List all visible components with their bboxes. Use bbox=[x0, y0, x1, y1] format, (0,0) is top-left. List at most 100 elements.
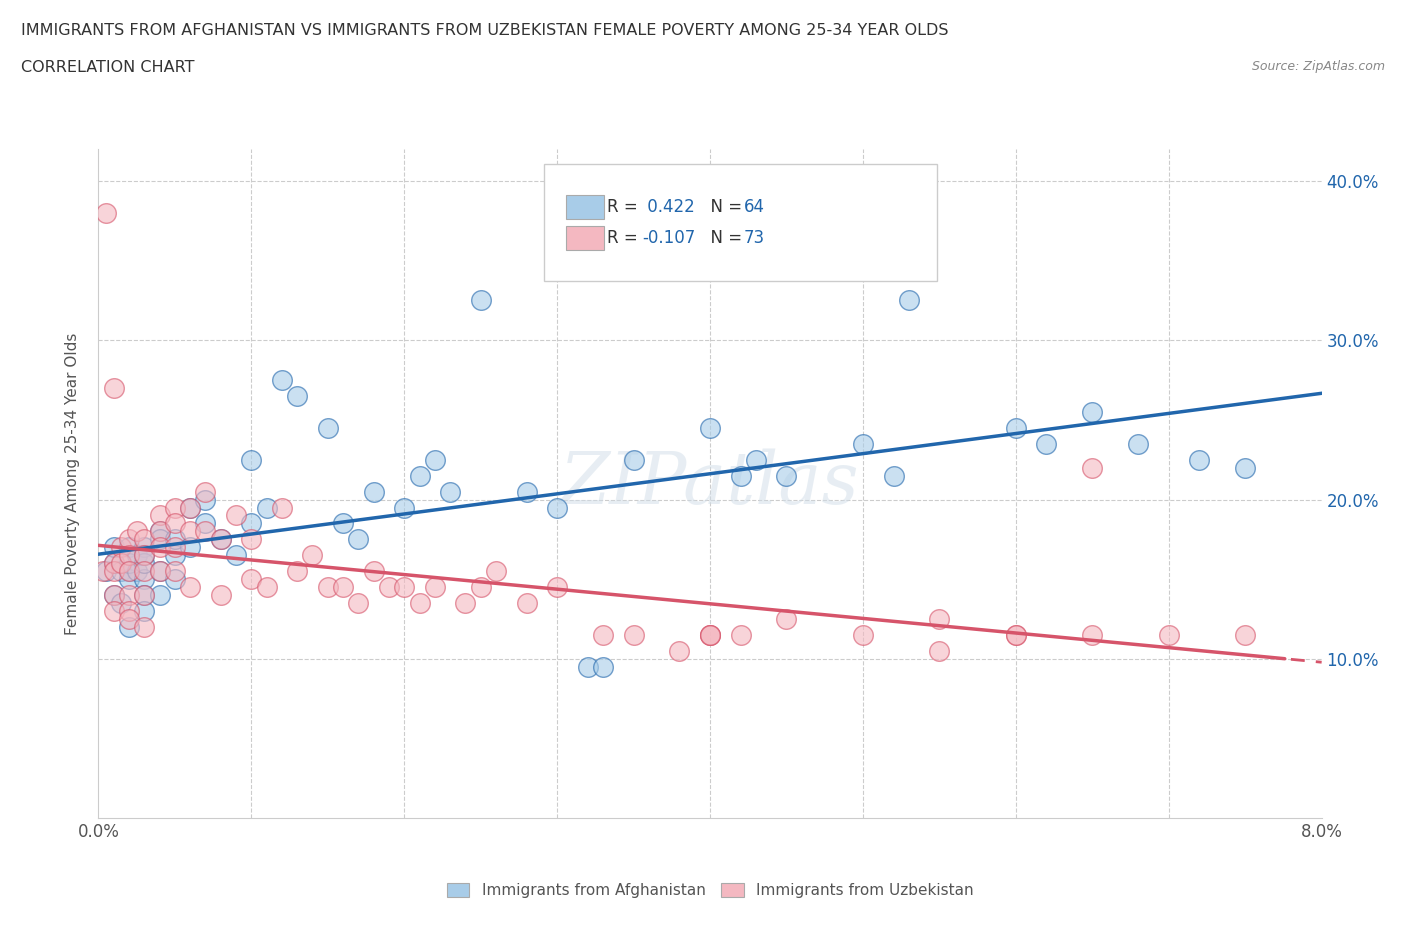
Point bbox=[103, 564, 125, 578]
Point bbox=[1081, 405, 1104, 419]
Point bbox=[852, 628, 875, 643]
Text: IMMIGRANTS FROM AFGHANISTAN VS IMMIGRANTS FROM UZBEKISTAN FEMALE POVERTY AMONG 2: IMMIGRANTS FROM AFGHANISTAN VS IMMIGRANT… bbox=[21, 23, 949, 38]
Point bbox=[118, 540, 141, 555]
Point bbox=[730, 628, 752, 643]
Point bbox=[149, 588, 172, 603]
Point bbox=[118, 556, 141, 571]
Point bbox=[1004, 628, 1026, 643]
Point bbox=[149, 524, 172, 538]
Point bbox=[623, 628, 645, 643]
Point bbox=[103, 540, 125, 555]
Point bbox=[347, 596, 370, 611]
Point bbox=[285, 564, 308, 578]
Point bbox=[118, 612, 141, 627]
Point bbox=[316, 579, 339, 594]
Point bbox=[363, 485, 385, 499]
Point bbox=[240, 532, 263, 547]
Point bbox=[118, 564, 141, 578]
Point bbox=[134, 588, 156, 603]
Point bbox=[225, 508, 247, 523]
Point bbox=[194, 524, 217, 538]
Point bbox=[439, 485, 461, 499]
Point bbox=[118, 564, 141, 578]
Point bbox=[592, 628, 614, 643]
Point bbox=[94, 206, 117, 220]
Point bbox=[699, 628, 721, 643]
Point bbox=[118, 532, 141, 547]
Text: R =: R = bbox=[607, 198, 644, 216]
Point bbox=[332, 579, 354, 594]
Point bbox=[134, 540, 156, 555]
Point bbox=[1081, 628, 1104, 643]
Point bbox=[240, 572, 263, 587]
Point bbox=[883, 468, 905, 483]
Text: -0.107: -0.107 bbox=[643, 229, 696, 247]
Point bbox=[775, 612, 797, 627]
Point bbox=[546, 579, 568, 594]
Point bbox=[928, 612, 950, 627]
Point bbox=[1234, 460, 1257, 475]
Point bbox=[392, 500, 416, 515]
Point bbox=[301, 548, 323, 563]
Point bbox=[240, 516, 263, 531]
Point bbox=[134, 619, 156, 634]
Point bbox=[125, 524, 148, 538]
Point bbox=[134, 556, 156, 571]
Point bbox=[163, 572, 186, 587]
Point bbox=[775, 468, 797, 483]
Point bbox=[623, 452, 645, 467]
Point bbox=[110, 540, 132, 555]
Point bbox=[125, 564, 148, 578]
Point bbox=[699, 420, 721, 435]
Point bbox=[179, 524, 201, 538]
Point bbox=[134, 604, 156, 618]
Point bbox=[592, 659, 614, 674]
Point bbox=[332, 516, 354, 531]
Point bbox=[163, 500, 186, 515]
Point bbox=[1004, 628, 1026, 643]
Point bbox=[668, 644, 690, 658]
Point bbox=[470, 579, 492, 594]
Point bbox=[423, 579, 446, 594]
Point bbox=[194, 516, 217, 531]
Point bbox=[118, 619, 141, 634]
Point bbox=[516, 485, 538, 499]
Text: N =: N = bbox=[700, 229, 748, 247]
Point bbox=[363, 564, 385, 578]
Point bbox=[163, 564, 186, 578]
Point bbox=[110, 564, 132, 578]
Point bbox=[134, 588, 156, 603]
Point bbox=[699, 628, 721, 643]
Point bbox=[209, 588, 232, 603]
Point bbox=[134, 548, 156, 563]
Y-axis label: Female Poverty Among 25-34 Year Olds: Female Poverty Among 25-34 Year Olds bbox=[65, 332, 80, 635]
Point bbox=[1004, 420, 1026, 435]
Point bbox=[516, 596, 538, 611]
Text: N =: N = bbox=[700, 198, 748, 216]
Point bbox=[1234, 628, 1257, 643]
Point bbox=[103, 588, 125, 603]
Point bbox=[149, 532, 172, 547]
Point bbox=[1128, 436, 1150, 451]
Point bbox=[1188, 452, 1211, 467]
Point bbox=[454, 596, 477, 611]
Point bbox=[1035, 436, 1057, 451]
Point bbox=[316, 420, 339, 435]
Point bbox=[347, 532, 370, 547]
Point bbox=[163, 532, 186, 547]
Point bbox=[225, 548, 247, 563]
Point bbox=[256, 579, 278, 594]
Point bbox=[163, 540, 186, 555]
Point bbox=[110, 556, 132, 571]
Point bbox=[423, 452, 446, 467]
Point bbox=[1081, 460, 1104, 475]
Point bbox=[699, 628, 721, 643]
Point bbox=[134, 572, 156, 587]
Point bbox=[103, 380, 125, 395]
Point bbox=[408, 468, 430, 483]
Text: ZIPatlas: ZIPatlas bbox=[560, 448, 860, 519]
Point bbox=[134, 548, 156, 563]
Point bbox=[256, 500, 278, 515]
Point bbox=[149, 564, 172, 578]
Point bbox=[194, 492, 217, 507]
